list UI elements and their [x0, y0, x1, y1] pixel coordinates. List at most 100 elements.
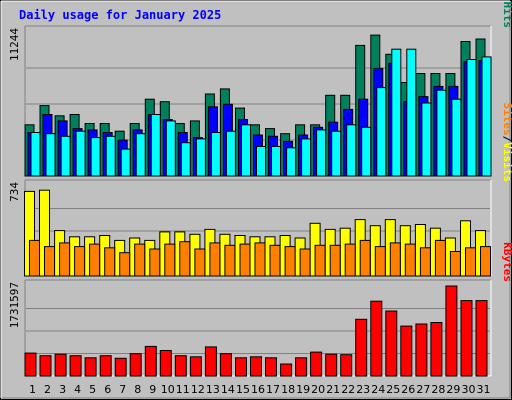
- x-tick-label-21: 21: [326, 383, 340, 396]
- x-tick-label-14: 14: [221, 383, 235, 396]
- legend-entry: /: [501, 0, 512, 2]
- bar-kbytes-day-18: [280, 363, 293, 377]
- bar-sites-day-18: [284, 246, 296, 277]
- bar-sites-day-22: [344, 243, 356, 277]
- bar-pages-day-30: [466, 59, 477, 177]
- x-tick-label-26: 26: [401, 383, 415, 396]
- x-tick-label-15: 15: [236, 383, 250, 396]
- bar-pages-day-2: [45, 133, 56, 177]
- bar-kbytes-day-28: [430, 322, 443, 377]
- bar-kbytes-day-4: [69, 355, 82, 377]
- x-tick-label-30: 30: [462, 383, 476, 396]
- bar-pages-day-3: [60, 135, 71, 177]
- x-tick-label-10: 10: [161, 383, 175, 396]
- x-tick-label-28: 28: [431, 383, 445, 396]
- bar-kbytes-day-16: [250, 356, 262, 377]
- x-tick-label-2: 2: [44, 383, 51, 396]
- series-sites: [29, 239, 491, 277]
- bar-kbytes-day-11: [174, 355, 187, 377]
- y-max-label: 1731597: [8, 282, 21, 328]
- bar-sites-day-19: [299, 248, 311, 277]
- bar-pages-day-13: [210, 132, 221, 177]
- x-tick-label-17: 17: [266, 383, 280, 396]
- x-tick-label-6: 6: [104, 383, 111, 396]
- bar-sites-day-9: [149, 248, 161, 277]
- bar-sites-day-17: [269, 244, 281, 277]
- bar-pages-day-26: [406, 48, 417, 177]
- bar-kbytes-day-27: [415, 323, 428, 377]
- x-tick-label-20: 20: [311, 383, 325, 396]
- panel-kbytes: 1731597 KBytes: [8, 242, 512, 377]
- panels-group: 11244Pages/Files/Hits734Sites/Visits1731…: [8, 0, 512, 377]
- bar-pages-day-12: [195, 138, 206, 177]
- bar-kbytes-day-3: [54, 353, 67, 377]
- bar-sites-day-4: [74, 246, 86, 277]
- bar-sites-day-15: [239, 243, 251, 277]
- bar-kbytes-day-15: [235, 357, 247, 377]
- bar-sites-day-8: [134, 243, 146, 277]
- bar-sites-day-13: [209, 242, 221, 277]
- x-tick-label-22: 22: [341, 383, 355, 396]
- panel-hits-files-pages: 11244 Pages/Files/Hits: [8, 0, 512, 177]
- bar-kbytes-day-31: [475, 300, 488, 377]
- x-tick-label-18: 18: [281, 383, 295, 396]
- bar-sites-day-31: [480, 246, 491, 277]
- x-tick-label-11: 11: [176, 383, 190, 396]
- x-tick-label-7: 7: [119, 383, 126, 396]
- bar-kbytes-day-26: [400, 325, 413, 377]
- series-kbytes: [24, 285, 488, 377]
- bar-sites-day-28: [434, 239, 446, 277]
- bar-kbytes-day-22: [340, 354, 353, 377]
- bar-pages-day-15: [241, 124, 251, 177]
- bar-sites-day-14: [224, 244, 236, 277]
- bar-sites-day-10: [164, 243, 176, 277]
- x-tick-label-24: 24: [371, 383, 385, 396]
- bar-pages-day-23: [361, 126, 372, 177]
- bar-kbytes-day-20: [310, 351, 323, 377]
- bar-pages-day-17: [271, 146, 281, 177]
- bar-sites-day-7: [119, 252, 131, 277]
- bar-sites-day-3: [59, 242, 71, 277]
- bar-sites-day-2: [44, 246, 55, 277]
- bar-kbytes-day-13: [204, 346, 217, 377]
- x-tick-label-13: 13: [206, 383, 220, 396]
- bar-kbytes-day-25: [385, 310, 398, 377]
- bar-pages-day-28: [436, 89, 447, 177]
- bar-pages-day-20: [316, 129, 327, 177]
- bar-kbytes-day-1: [24, 352, 37, 377]
- bar-pages-day-29: [451, 98, 462, 177]
- x-tick-label-8: 8: [134, 383, 141, 396]
- bar-pages-day-31: [481, 56, 492, 177]
- x-tick-labels: 1 2 3 4 5 6 7 8 9 10 11 12 13 14 15 16 17 18 19 20 21 22 23 24 2…: [29, 383, 491, 396]
- x-tick-label-12: 12: [191, 383, 205, 396]
- bar-kbytes-day-6: [99, 355, 112, 377]
- legend-entry: Sites: [501, 103, 512, 136]
- bar-sites-day-21: [329, 244, 341, 277]
- bar-pages-day-16: [256, 146, 266, 177]
- x-tick-label-27: 27: [416, 383, 430, 396]
- bar-pages-day-27: [421, 102, 432, 177]
- panel-legend: Sites/Visits: [501, 103, 512, 183]
- bar-pages-day-25: [391, 48, 402, 177]
- bar-pages-day-10: [165, 120, 176, 177]
- bar-kbytes-day-14: [219, 353, 232, 377]
- legend-entry: Visits: [501, 142, 512, 182]
- bar-kbytes-day-30: [460, 300, 473, 377]
- y-max-label: 11244: [8, 28, 21, 61]
- x-tick-label-16: 16: [251, 383, 265, 396]
- bar-kbytes-day-2: [39, 355, 52, 377]
- panel-legend: Pages/Files/Hits: [501, 0, 512, 28]
- legend-entry: KBytes: [501, 242, 512, 282]
- bar-sites-day-16: [254, 242, 266, 277]
- bar-sites-day-5: [89, 243, 101, 277]
- bar-pages-day-24: [376, 87, 387, 177]
- legend-entry: Hits: [501, 2, 512, 29]
- bar-kbytes-day-24: [370, 300, 383, 377]
- bar-pages-day-21: [331, 130, 342, 177]
- bar-sites-day-12: [194, 248, 206, 277]
- panel-visits-sites: 734 Sites/Visits: [8, 103, 512, 277]
- y-max-label: 734: [8, 182, 21, 202]
- x-tick-label-5: 5: [89, 383, 96, 396]
- chart-title: Daily usage for January 2025: [19, 8, 221, 22]
